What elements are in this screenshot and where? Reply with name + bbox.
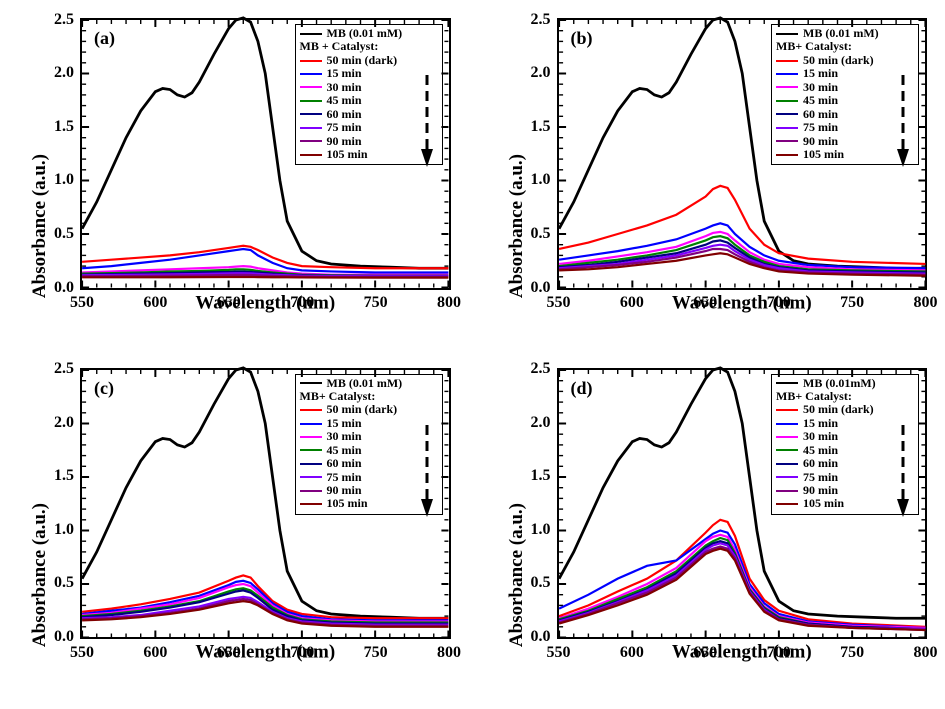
ylabel: Absorbance (a.u.) <box>506 503 528 647</box>
xtick-label: 800 <box>437 644 461 662</box>
xtick-label: 600 <box>143 644 167 662</box>
xtick-label: 550 <box>547 644 571 662</box>
xtick-label: 650 <box>217 644 241 662</box>
curves <box>82 370 449 638</box>
xtick-label: 750 <box>840 294 864 312</box>
xtick-label: 550 <box>70 644 94 662</box>
panel-b: Absorbance (a.u.)Wavelength (nm)(b)MB (0… <box>487 10 936 346</box>
figure-root: Absorbance (a.u.)Wavelength (nm)(a)MB (0… <box>0 0 945 709</box>
xtick-label: 550 <box>70 294 94 312</box>
ytick-label: 1.0 <box>531 171 551 189</box>
ylabel: Absorbance (a.u.) <box>29 154 51 298</box>
ytick-label: 2.0 <box>531 414 551 432</box>
plot-area: Absorbance (a.u.)Wavelength (nm)(a)MB (0… <box>80 18 451 290</box>
xtick-label: 650 <box>217 294 241 312</box>
panel-a: Absorbance (a.u.)Wavelength (nm)(a)MB (0… <box>10 10 459 346</box>
ytick-label: 2.5 <box>54 11 74 29</box>
xtick-label: 800 <box>914 644 938 662</box>
ytick-label: 1.5 <box>531 467 551 485</box>
panel-d: Absorbance (a.u.)Wavelength (nm)(d)MB (0… <box>487 360 936 696</box>
panel-grid: Absorbance (a.u.)Wavelength (nm)(a)MB (0… <box>0 0 945 709</box>
xtick-label: 700 <box>290 644 314 662</box>
ytick-label: 0.5 <box>54 225 74 243</box>
xtick-label: 600 <box>620 644 644 662</box>
ytick-label: 1.0 <box>54 521 74 539</box>
ytick-label: 2.0 <box>531 64 551 82</box>
ytick-label: 2.5 <box>531 11 551 29</box>
xtick-label: 800 <box>914 294 938 312</box>
xtick-label: 650 <box>693 294 717 312</box>
panel-c: Absorbance (a.u.)Wavelength (nm)(c)MB (0… <box>10 360 459 696</box>
ytick-label: 1.5 <box>54 118 74 136</box>
ytick-label: 0.0 <box>54 628 74 646</box>
plot-area: Absorbance (a.u.)Wavelength (nm)(b)MB (0… <box>557 18 928 290</box>
xtick-label: 650 <box>693 644 717 662</box>
curves <box>559 370 926 638</box>
ytick-label: 0.5 <box>531 225 551 243</box>
xtick-label: 750 <box>364 294 388 312</box>
ytick-label: 1.0 <box>54 171 74 189</box>
ytick-label: 0.0 <box>531 279 551 297</box>
xtick-label: 550 <box>547 294 571 312</box>
ytick-label: 0.5 <box>531 574 551 592</box>
ylabel: Absorbance (a.u.) <box>29 503 51 647</box>
xtick-label: 600 <box>143 294 167 312</box>
ytick-label: 2.0 <box>54 64 74 82</box>
ytick-label: 2.5 <box>54 360 74 378</box>
ytick-label: 1.5 <box>54 467 74 485</box>
xtick-label: 800 <box>437 294 461 312</box>
ytick-label: 0.5 <box>54 574 74 592</box>
xtick-label: 600 <box>620 294 644 312</box>
plot-area: Absorbance (a.u.)Wavelength (nm)(d)MB (0… <box>557 368 928 640</box>
ytick-label: 0.0 <box>531 628 551 646</box>
curves <box>559 20 926 288</box>
xtick-label: 700 <box>290 294 314 312</box>
ytick-label: 0.0 <box>54 279 74 297</box>
xtick-label: 700 <box>767 294 791 312</box>
ylabel: Absorbance (a.u.) <box>506 154 528 298</box>
ytick-label: 1.0 <box>531 521 551 539</box>
ytick-label: 2.5 <box>531 360 551 378</box>
xtick-label: 750 <box>364 644 388 662</box>
xtick-label: 700 <box>767 644 791 662</box>
curves <box>82 20 449 288</box>
ytick-label: 1.5 <box>531 118 551 136</box>
xtick-label: 750 <box>840 644 864 662</box>
plot-area: Absorbance (a.u.)Wavelength (nm)(c)MB (0… <box>80 368 451 640</box>
ytick-label: 2.0 <box>54 414 74 432</box>
